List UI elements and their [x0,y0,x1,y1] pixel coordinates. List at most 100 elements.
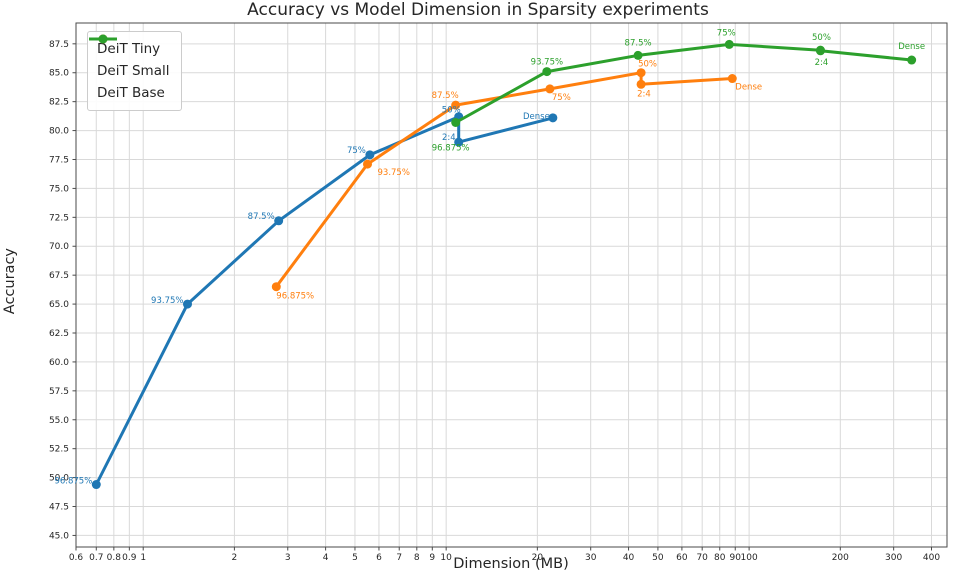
point-annotation: 2:4 [442,133,456,143]
x-axis-label: Dimension (MB) [453,556,569,572]
data-point [727,74,737,84]
y-tick-label: 60.0 [49,358,69,368]
x-tick-label: 80 [714,553,726,563]
x-tick-label: 3 [285,553,291,563]
x-tick-label: 10 [440,553,452,563]
x-tick-label: 0.8 [107,553,122,563]
data-point [636,79,646,89]
x-tick-label: 7 [396,553,402,563]
x-tick-label: 2 [232,553,238,563]
data-point [451,117,461,127]
x-tick-label: 60 [676,553,688,563]
legend: DeiT Tiny DeiT Small DeiT Base [87,31,183,111]
series-line-deit-small [274,71,734,289]
y-tick-label: 47.5 [49,503,69,513]
data-point [724,39,734,49]
data-point [636,68,646,78]
point-annotation: 87.5% [248,212,275,222]
point-annotation: 87.5% [625,38,652,48]
legend-marker [98,34,108,44]
y-tick-label: 70.0 [49,242,69,252]
data-point [454,137,464,147]
x-tick-label: 0.7 [89,553,103,563]
data-point [548,113,558,123]
point-annotation: 96.875% [54,477,92,487]
x-tick-label: 4 [323,553,329,563]
chart-title: Accuracy vs Model Dimension in Sparsity … [247,0,709,20]
point-annotation: 75% [552,93,571,103]
y-tick-label: 57.5 [49,387,69,397]
x-tick-label: 9 [429,553,435,563]
x-tick-label: 0.9 [122,553,137,563]
data-point [907,55,917,65]
point-annotation: 93.75% [378,168,410,178]
point-annotation: 87.5% [432,91,459,101]
x-tick-label: 50 [652,553,664,563]
y-tick-label: 67.5 [49,271,69,281]
data-point [91,480,101,490]
x-tick-label: 70 [696,553,708,563]
y-tick-label: 80.0 [49,127,69,137]
y-tick-label: 55.0 [49,416,69,426]
legend-item-deit-base: DeiT Base [89,34,169,104]
x-tick-label: 8 [414,553,420,563]
y-tick-label: 75.0 [49,184,69,194]
x-tick-label: 6 [376,553,382,563]
point-annotation: 96.875% [276,292,314,302]
data-point [182,299,192,309]
y-tick-label: 85.0 [49,69,69,79]
data-point [271,282,281,292]
point-annotation: 93.75% [531,58,563,68]
y-tick-label: 77.5 [49,155,69,165]
y-tick-label: 87.5 [49,40,69,50]
data-point [451,100,461,110]
y-tick-label: 72.5 [49,213,69,223]
y-axis-label: Accuracy [2,248,18,315]
legend-label: DeiT Tiny [97,41,161,57]
y-tick-label: 62.5 [49,329,69,339]
data-point [363,159,373,169]
y-tick-label: 82.5 [49,98,69,108]
point-annotation: 2:4 [815,58,829,68]
data-point [633,50,643,60]
x-tick-label: 300 [885,553,902,563]
point-annotation: 75% [347,146,366,156]
point-annotation: 50% [638,60,657,70]
point-annotation: Dense [523,112,550,122]
x-tick-label: 400 [923,553,940,563]
x-tick-label: 20 [532,553,544,563]
data-point [545,84,555,94]
y-tick-label: 65.0 [49,300,69,310]
point-annotation: 50% [812,33,831,43]
x-tick-label: 0.6 [69,553,84,563]
data-point [274,216,284,226]
series-line-deit-base [454,42,914,124]
legend-label: DeiT Small [97,63,170,79]
point-annotation: Dense [898,42,925,52]
y-tick-label: 52.5 [49,445,69,455]
y-tick-label: 50.0 [49,474,69,484]
x-tick-label: 1 [140,553,146,563]
point-annotation: 93.75% [151,296,183,306]
x-tick-label: 5 [352,553,358,563]
legend-item-deit-small: DeiT Small [89,34,170,82]
data-point [815,46,825,56]
x-tick-label: 90 [730,553,742,563]
data-point [365,150,375,160]
x-tick-label: 30 [585,553,597,563]
point-annotation: Dense [735,83,762,93]
point-annotation: 50% [442,106,461,116]
point-annotation: 2:4 [637,89,651,99]
legend-line-sample-icon [89,34,117,44]
x-tick-label: 100 [741,553,758,563]
point-annotation: 96.875% [432,143,470,153]
x-tick-label: 200 [832,553,849,563]
legend-label: DeiT Base [97,85,165,101]
plot-frame [75,22,948,548]
x-tick-label: 40 [623,553,635,563]
data-point [542,67,552,77]
y-tick-label: 45.0 [49,531,69,541]
point-annotation: 75% [717,28,736,38]
